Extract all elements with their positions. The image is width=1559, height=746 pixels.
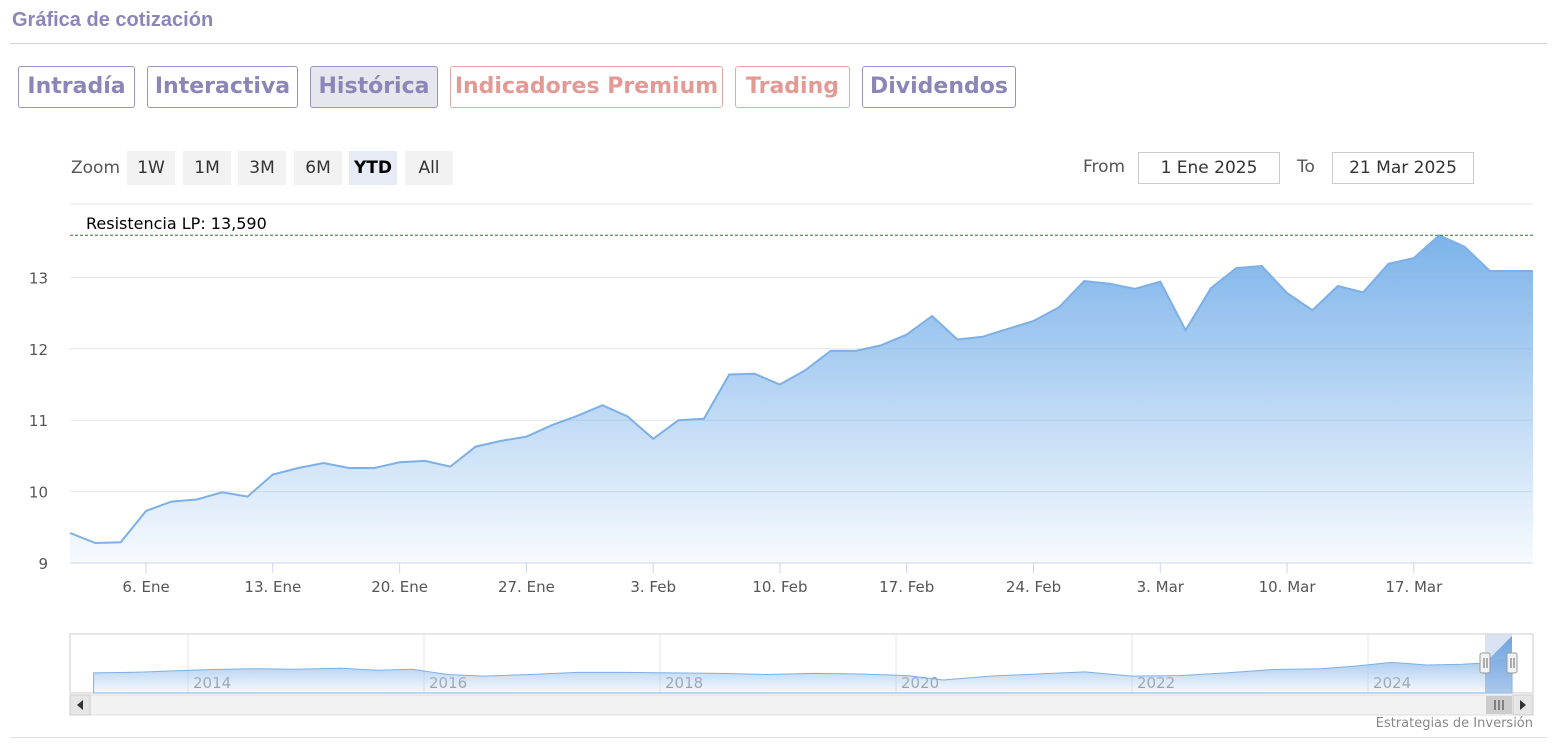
zoom-label: Zoom — [71, 158, 121, 178]
y-tick-label: 13 — [29, 269, 48, 287]
x-tick-label: 10. Mar — [1259, 578, 1317, 596]
price-area — [70, 235, 1533, 564]
x-tick-label: 17. Feb — [879, 578, 934, 596]
y-tick-label: 9 — [38, 555, 48, 573]
chevron-right-icon — [1520, 700, 1526, 710]
x-tick-label: 3. Mar — [1137, 578, 1185, 596]
tab-dividendos[interactable]: Dividendos — [862, 66, 1016, 108]
y-tick-label: 12 — [29, 341, 48, 359]
x-tick-label: 20. Ene — [371, 578, 428, 596]
tab-trading[interactable]: Trading — [735, 66, 850, 108]
navigator-right-handle[interactable] — [1506, 652, 1518, 674]
x-tick-label: 17. Mar — [1385, 578, 1443, 596]
navigator-selection-area — [1485, 636, 1512, 693]
y-axis: 9 10 11 12 13 — [29, 269, 48, 573]
x-tick-label: 24. Feb — [1006, 578, 1061, 596]
x-tick-label: 10. Feb — [752, 578, 807, 596]
scrollbar-track[interactable] — [69, 694, 1534, 716]
zoom-1w-button[interactable]: 1W — [127, 151, 175, 185]
resistance-label: Resistencia LP: 13,590 — [86, 214, 267, 233]
x-tick-label: 27. Ene — [498, 578, 555, 596]
navigator-left-handle[interactable] — [1479, 652, 1491, 674]
y-tick-label: 11 — [29, 412, 48, 430]
y-tick-label: 10 — [29, 484, 48, 502]
tab-interactiva[interactable]: Interactiva — [147, 66, 298, 108]
range-to-label: To — [1297, 157, 1315, 177]
footer-divider — [10, 737, 1547, 738]
page-title: Gráfica de cotización — [12, 9, 214, 31]
header-divider — [10, 43, 1547, 44]
zoom-1m-button[interactable]: 1M — [183, 151, 231, 185]
navigator[interactable]: 201420162018202020222024 — [69, 633, 1534, 694]
x-tick-label: 6. Ene — [122, 578, 169, 596]
range-from-label: From — [1083, 157, 1126, 177]
range-to-input[interactable]: 21 Mar 2025 — [1332, 152, 1474, 184]
scrollbar[interactable] — [69, 694, 1534, 716]
x-tick-label: 3. Feb — [630, 578, 676, 596]
x-axis: 6. Ene 13. Ene 20. Ene 27. Ene 3. Feb 10. Feb… — [122, 563, 1443, 596]
price-line — [69, 234, 1533, 545]
x-tick-label: 13. Ene — [244, 578, 301, 596]
zoom-all-button[interactable]: All — [405, 151, 453, 185]
tab-indicadores-premium[interactable]: Indicadores Premium — [450, 66, 723, 108]
credits-link[interactable]: Estrategias de Inversión — [1375, 716, 1533, 731]
zoom-6m-button[interactable]: 6M — [294, 151, 342, 185]
zoom-ytd-button[interactable]: YTD — [349, 151, 397, 185]
navigator-area — [93, 657, 1513, 694]
zoom-3m-button[interactable]: 3M — [238, 151, 286, 185]
chevron-left-icon — [77, 700, 83, 710]
tab-intradia[interactable]: Intradía — [18, 66, 135, 108]
tab-historica[interactable]: Histórica — [310, 66, 438, 108]
range-from-input[interactable]: 1 Ene 2025 — [1138, 152, 1280, 184]
